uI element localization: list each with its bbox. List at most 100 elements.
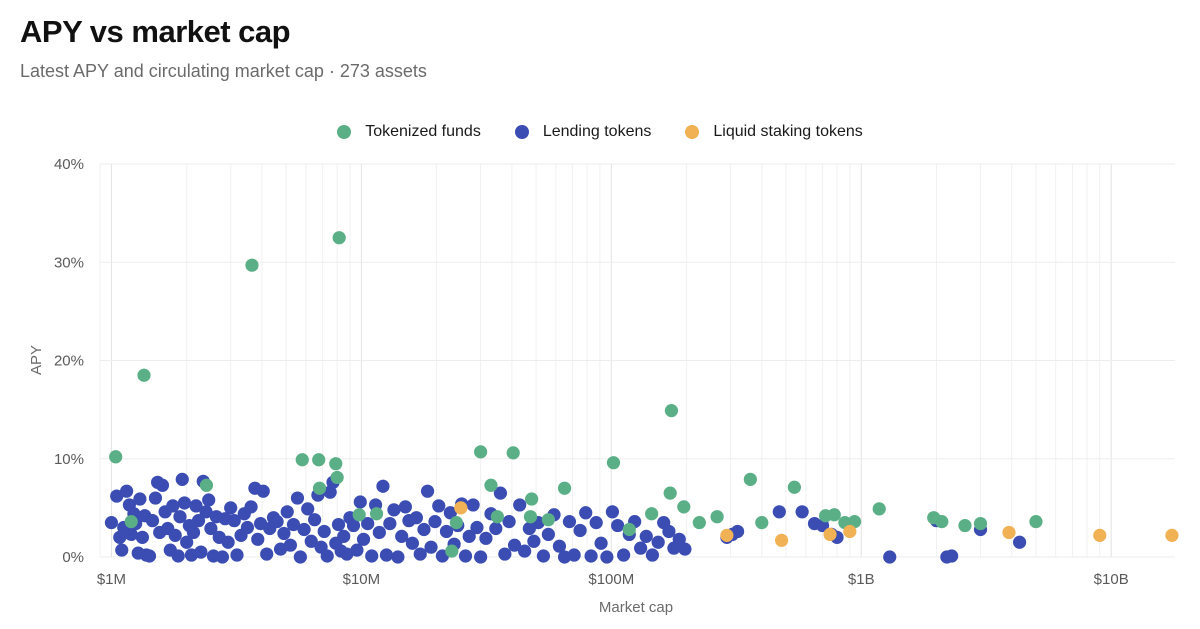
point-lending-tokens[interactable] xyxy=(189,499,203,513)
point-lending-tokens[interactable] xyxy=(286,517,301,532)
point-lending-tokens[interactable] xyxy=(552,539,567,553)
point-tokenized-funds[interactable] xyxy=(109,450,123,464)
point-lending-tokens[interactable] xyxy=(379,548,394,562)
point-lending-tokens[interactable] xyxy=(795,505,809,519)
point-tokenized-funds[interactable] xyxy=(124,515,138,529)
point-lending-tokens[interactable] xyxy=(639,529,653,543)
point-lending-tokens[interactable] xyxy=(115,543,129,557)
point-lending-tokens[interactable] xyxy=(432,499,446,513)
point-lending-tokens[interactable] xyxy=(133,492,147,506)
point-lending-tokens[interactable] xyxy=(513,498,527,512)
point-lending-tokens[interactable] xyxy=(120,484,134,498)
point-lending-tokens[interactable] xyxy=(562,515,577,529)
point-lending-tokens[interactable] xyxy=(244,500,258,514)
point-tokenized-funds[interactable] xyxy=(541,513,555,527)
point-lending-tokens[interactable] xyxy=(409,511,423,525)
point-lending-tokens[interactable] xyxy=(356,532,371,546)
point-lending-tokens[interactable] xyxy=(171,549,185,563)
point-liquid-staking-tokens[interactable] xyxy=(774,533,789,547)
point-tokenized-funds[interactable] xyxy=(137,368,151,382)
point-tokenized-funds[interactable] xyxy=(245,258,259,272)
point-lending-tokens[interactable] xyxy=(301,502,315,516)
point-tokenized-funds[interactable] xyxy=(523,510,538,524)
point-lending-tokens[interactable] xyxy=(104,516,119,530)
point-lending-tokens[interactable] xyxy=(383,516,397,531)
point-lending-tokens[interactable] xyxy=(428,515,442,529)
point-lending-tokens[interactable] xyxy=(541,527,555,542)
point-lending-tokens[interactable] xyxy=(304,534,318,548)
point-tokenized-funds[interactable] xyxy=(710,510,724,524)
point-lending-tokens[interactable] xyxy=(417,522,431,537)
point-lending-tokens[interactable] xyxy=(256,484,270,498)
point-lending-tokens[interactable] xyxy=(573,523,587,538)
point-liquid-staking-tokens[interactable] xyxy=(1165,528,1179,542)
point-lending-tokens[interactable] xyxy=(110,489,124,503)
point-tokenized-funds[interactable] xyxy=(557,481,572,495)
point-lending-tokens[interactable] xyxy=(651,535,665,549)
point-lending-tokens[interactable] xyxy=(168,528,182,542)
point-lending-tokens[interactable] xyxy=(155,478,170,492)
point-lending-tokens[interactable] xyxy=(395,529,409,543)
point-tokenized-funds[interactable] xyxy=(199,478,214,492)
point-lending-tokens[interactable] xyxy=(142,549,157,563)
point-lending-tokens[interactable] xyxy=(350,543,364,557)
point-lending-tokens[interactable] xyxy=(166,499,180,513)
point-lending-tokens[interactable] xyxy=(376,479,390,493)
point-lending-tokens[interactable] xyxy=(527,534,541,548)
point-tokenized-funds[interactable] xyxy=(484,478,498,492)
point-lending-tokens[interactable] xyxy=(518,544,532,558)
point-tokenized-funds[interactable] xyxy=(958,518,972,533)
point-lending-tokens[interactable] xyxy=(507,538,522,552)
point-tokenized-funds[interactable] xyxy=(312,453,326,467)
point-liquid-staking-tokens[interactable] xyxy=(1093,528,1107,542)
point-liquid-staking-tokens[interactable] xyxy=(720,528,734,542)
point-tokenized-funds[interactable] xyxy=(692,516,706,530)
point-lending-tokens[interactable] xyxy=(224,501,238,515)
point-tokenized-funds[interactable] xyxy=(645,507,659,521)
point-lending-tokens[interactable] xyxy=(124,527,138,542)
point-tokenized-funds[interactable] xyxy=(295,453,309,467)
point-lending-tokens[interactable] xyxy=(462,529,476,543)
point-tokenized-funds[interactable] xyxy=(332,231,346,245)
point-lending-tokens[interactable] xyxy=(474,550,488,564)
point-tokenized-funds[interactable] xyxy=(445,544,459,558)
point-lending-tokens[interactable] xyxy=(605,505,619,519)
point-lending-tokens[interactable] xyxy=(405,536,419,550)
point-lending-tokens[interactable] xyxy=(230,548,244,562)
point-lending-tokens[interactable] xyxy=(293,550,307,564)
point-lending-tokens[interactable] xyxy=(337,529,351,543)
point-lending-tokens[interactable] xyxy=(320,549,334,563)
point-lending-tokens[interactable] xyxy=(439,524,454,539)
point-lending-tokens[interactable] xyxy=(424,540,438,554)
point-lending-tokens[interactable] xyxy=(600,550,614,564)
point-lending-tokens[interactable] xyxy=(177,496,192,510)
point-tokenized-funds[interactable] xyxy=(606,456,621,470)
point-lending-tokens[interactable] xyxy=(340,547,354,561)
point-lending-tokens[interactable] xyxy=(730,524,745,539)
point-lending-tokens[interactable] xyxy=(1012,535,1027,549)
point-lending-tokens[interactable] xyxy=(398,500,412,514)
point-lending-tokens[interactable] xyxy=(191,514,206,528)
point-lending-tokens[interactable] xyxy=(135,530,149,544)
point-lending-tokens[interactable] xyxy=(479,531,493,545)
point-tokenized-funds[interactable] xyxy=(664,404,679,418)
point-lending-tokens[interactable] xyxy=(594,536,608,550)
point-lending-tokens[interactable] xyxy=(634,541,648,555)
point-tokenized-funds[interactable] xyxy=(312,481,327,495)
point-lending-tokens[interactable] xyxy=(204,521,218,536)
point-lending-tokens[interactable] xyxy=(617,548,631,562)
point-lending-tokens[interactable] xyxy=(227,514,241,528)
point-tokenized-funds[interactable] xyxy=(622,522,636,537)
point-tokenized-funds[interactable] xyxy=(329,457,343,471)
point-liquid-staking-tokens[interactable] xyxy=(843,524,857,539)
point-lending-tokens[interactable] xyxy=(283,538,297,552)
point-lending-tokens[interactable] xyxy=(290,491,305,505)
point-lending-tokens[interactable] xyxy=(493,486,508,500)
point-tokenized-funds[interactable] xyxy=(506,446,520,460)
point-lending-tokens[interactable] xyxy=(589,516,603,530)
point-lending-tokens[interactable] xyxy=(331,517,346,532)
point-lending-tokens[interactable] xyxy=(240,520,255,535)
point-lending-tokens[interactable] xyxy=(611,518,625,533)
point-lending-tokens[interactable] xyxy=(361,516,375,531)
point-lending-tokens[interactable] xyxy=(420,484,435,498)
